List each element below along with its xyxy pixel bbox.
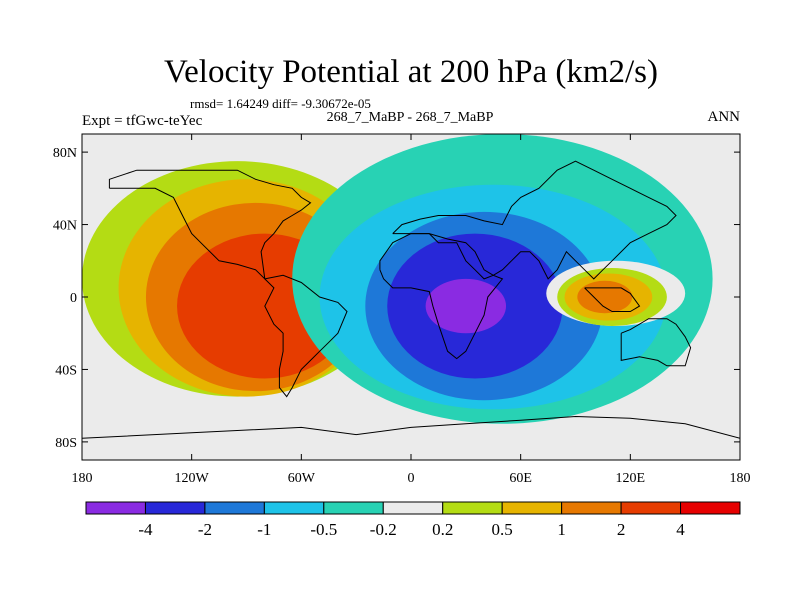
x-tick-label: 180 bbox=[72, 471, 93, 486]
x-tick-label: 60E bbox=[509, 471, 532, 486]
x-tick-label: 0 bbox=[408, 471, 415, 486]
coastline-outline-1 bbox=[379, 233, 504, 360]
colorbar-swatch bbox=[85, 501, 146, 515]
y-tick-label: 80N bbox=[53, 146, 77, 161]
y-tick-label: 0 bbox=[70, 291, 77, 306]
coastline-outline-4 bbox=[620, 318, 692, 367]
coastline-outline-6 bbox=[82, 415, 740, 439]
chart-title: Velocity Potential at 200 hPa (km2/s) bbox=[164, 54, 658, 90]
colorbar-label: 0.2 bbox=[432, 520, 453, 539]
coastline-outline-0 bbox=[392, 160, 677, 280]
colorbar-label: 4 bbox=[676, 520, 685, 539]
coastline-outline-5 bbox=[584, 287, 641, 312]
colorbar-swatch bbox=[620, 501, 682, 515]
x-tick-label: 60W bbox=[288, 471, 316, 486]
y-tick-label: 40S bbox=[55, 363, 77, 378]
colorbar-swatch bbox=[382, 501, 444, 515]
contour-region-8 bbox=[425, 278, 507, 334]
x-tick-label: 120W bbox=[175, 471, 210, 486]
x-tick-label: 120E bbox=[616, 471, 646, 486]
colorbar-label: -2 bbox=[198, 520, 212, 539]
colorbar-label: 1 bbox=[557, 520, 566, 539]
colorbar-swatch bbox=[680, 501, 741, 515]
colorbar-swatch bbox=[561, 501, 622, 515]
colorbar-swatch bbox=[323, 501, 384, 515]
colorbar-swatch bbox=[442, 501, 503, 515]
colorbar-swatch bbox=[204, 501, 265, 515]
subtitle-label: 268_7_MaBP - 268_7_MaBP bbox=[327, 110, 494, 125]
colorbar-swatch bbox=[501, 501, 563, 515]
colorbar-swatch bbox=[263, 501, 325, 515]
colorbar-label: -0.5 bbox=[310, 520, 337, 539]
coastline-outline-3 bbox=[108, 169, 312, 281]
colorbar-label: 0.5 bbox=[492, 520, 513, 539]
colorbar-swatch bbox=[144, 501, 206, 515]
stats-label: rmsd= 1.64249 diff= -9.30672e-05 bbox=[190, 96, 371, 111]
colorbar-label: -0.2 bbox=[370, 520, 397, 539]
y-tick-label: 80S bbox=[55, 436, 77, 451]
x-tick-label: 180 bbox=[730, 471, 751, 486]
x-axis-ticks: 180 120W 60W 0 60E 120E 180 bbox=[72, 134, 751, 486]
coastline-outlines bbox=[82, 160, 740, 439]
coastline-outline-2 bbox=[264, 274, 348, 398]
colorbar-label: 2 bbox=[617, 520, 626, 539]
colorbar: -4 -2 -1 -0.5 -0.2 0.2 0.5 1 2 4 bbox=[85, 501, 741, 539]
experiment-label: Expt = tfGwc-teYec bbox=[82, 113, 203, 129]
map-plot-area: 180 120W 60W 0 60E 120E 180 80N 40N 0 40S 80S bbox=[53, 133, 751, 486]
y-tick-label: 40N bbox=[53, 219, 77, 234]
contour-region-12 bbox=[577, 280, 633, 314]
colorbar-label: -1 bbox=[257, 520, 271, 539]
contour-fill-regions bbox=[82, 134, 713, 424]
y-axis-ticks: 80N 40N 0 40S 80S bbox=[53, 146, 740, 451]
season-label: ANN bbox=[708, 109, 741, 125]
colorbar-label: -4 bbox=[138, 520, 153, 539]
